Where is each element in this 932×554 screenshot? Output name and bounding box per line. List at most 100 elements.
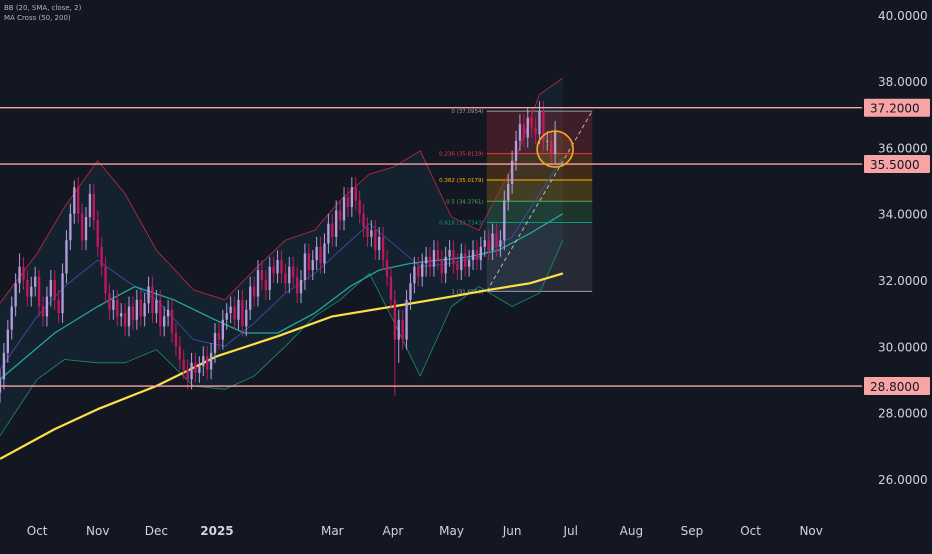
- candle: [444, 246, 447, 284]
- candle-body: [73, 187, 76, 214]
- x-tick-label: Nov: [799, 524, 822, 538]
- candle: [374, 220, 377, 261]
- candle: [331, 213, 334, 247]
- candle-body: [467, 260, 471, 267]
- candle: [424, 246, 428, 277]
- candle-body: [421, 263, 424, 277]
- candle: [385, 250, 389, 287]
- candle-body: [256, 270, 260, 297]
- candle-body: [464, 253, 467, 267]
- candle: [546, 130, 549, 151]
- candle-body: [319, 246, 322, 264]
- bb-indicator-label[interactable]: BB (20, SMA, close, 2): [4, 4, 82, 12]
- level-price-label: 35.5000: [870, 158, 920, 172]
- candle: [120, 303, 123, 327]
- candle: [522, 114, 526, 148]
- candle-body: [135, 299, 138, 320]
- candle: [57, 289, 60, 324]
- candle: [479, 236, 483, 271]
- candle-body: [112, 299, 115, 310]
- candle: [131, 296, 135, 330]
- candle-body: [37, 276, 41, 307]
- candle-body: [378, 236, 381, 251]
- candle: [503, 190, 506, 251]
- candle-body: [143, 303, 146, 317]
- candle: [288, 256, 291, 294]
- candle-body: [335, 210, 338, 237]
- candle-body: [409, 283, 412, 300]
- candle: [370, 220, 373, 247]
- candle-body: [358, 200, 361, 214]
- candle: [37, 270, 41, 317]
- x-tick-label: May: [439, 524, 464, 538]
- candle: [460, 243, 463, 280]
- candle: [264, 270, 268, 300]
- candle-body: [272, 266, 275, 274]
- candle-body: [534, 127, 537, 135]
- candle: [49, 270, 52, 307]
- candle-body: [346, 197, 350, 208]
- ma-cross-indicator-label[interactable]: MA Cross (50, 200): [4, 14, 71, 22]
- candle: [127, 296, 131, 337]
- horizontal-levels: 37.2000 35.5000 28.8000: [0, 98, 930, 396]
- candle: [507, 173, 510, 211]
- candle-body: [77, 187, 80, 214]
- candle-body: [147, 286, 150, 304]
- candle: [413, 256, 416, 294]
- candle: [366, 217, 369, 247]
- candle: [319, 236, 322, 274]
- candle-body: [342, 197, 346, 221]
- candle-body: [26, 279, 29, 297]
- candle: [553, 120, 557, 165]
- candle: [530, 107, 533, 138]
- candle-body: [479, 246, 483, 261]
- candle-body: [475, 250, 479, 261]
- candle: [397, 309, 400, 363]
- candle-body: [225, 313, 228, 320]
- candle: [159, 289, 162, 337]
- candle-body: [350, 187, 354, 208]
- candle-body: [292, 266, 295, 277]
- candle: [307, 243, 311, 280]
- candle: [499, 230, 502, 257]
- candle: [194, 352, 197, 383]
- y-tick-label: 40.0000: [878, 9, 928, 23]
- candle: [170, 299, 174, 343]
- candle: [327, 213, 330, 254]
- candle: [378, 226, 381, 261]
- candle-body: [260, 270, 264, 280]
- candle: [209, 342, 213, 380]
- candle-body: [542, 111, 545, 141]
- candle-body: [182, 359, 185, 370]
- candle-body: [92, 193, 95, 221]
- level-price-tag: [864, 98, 930, 117]
- candle-body: [393, 299, 397, 340]
- candle: [139, 289, 142, 327]
- candle-body: [166, 309, 170, 317]
- fib-level-label: 0.5 (34.3761): [446, 199, 484, 205]
- candle-body: [170, 309, 174, 334]
- candle-body: [389, 276, 393, 300]
- candle-body: [553, 130, 557, 155]
- candle-body: [417, 266, 420, 277]
- candle-body: [245, 309, 248, 327]
- candle: [467, 250, 471, 277]
- candle: [96, 210, 99, 257]
- candle: [299, 270, 303, 304]
- candle: [6, 319, 9, 363]
- candle: [241, 289, 244, 337]
- candle: [428, 246, 432, 277]
- candle-body: [53, 279, 56, 300]
- candle: [464, 243, 467, 277]
- candle: [338, 200, 342, 231]
- x-tick-label: Jun: [502, 524, 522, 538]
- candle-body: [221, 319, 225, 340]
- x-tick-label: Dec: [145, 524, 168, 538]
- candle-body: [424, 256, 428, 264]
- candle: [34, 266, 37, 297]
- candle: [292, 256, 295, 287]
- candle-body: [178, 346, 182, 360]
- candle: [405, 289, 408, 350]
